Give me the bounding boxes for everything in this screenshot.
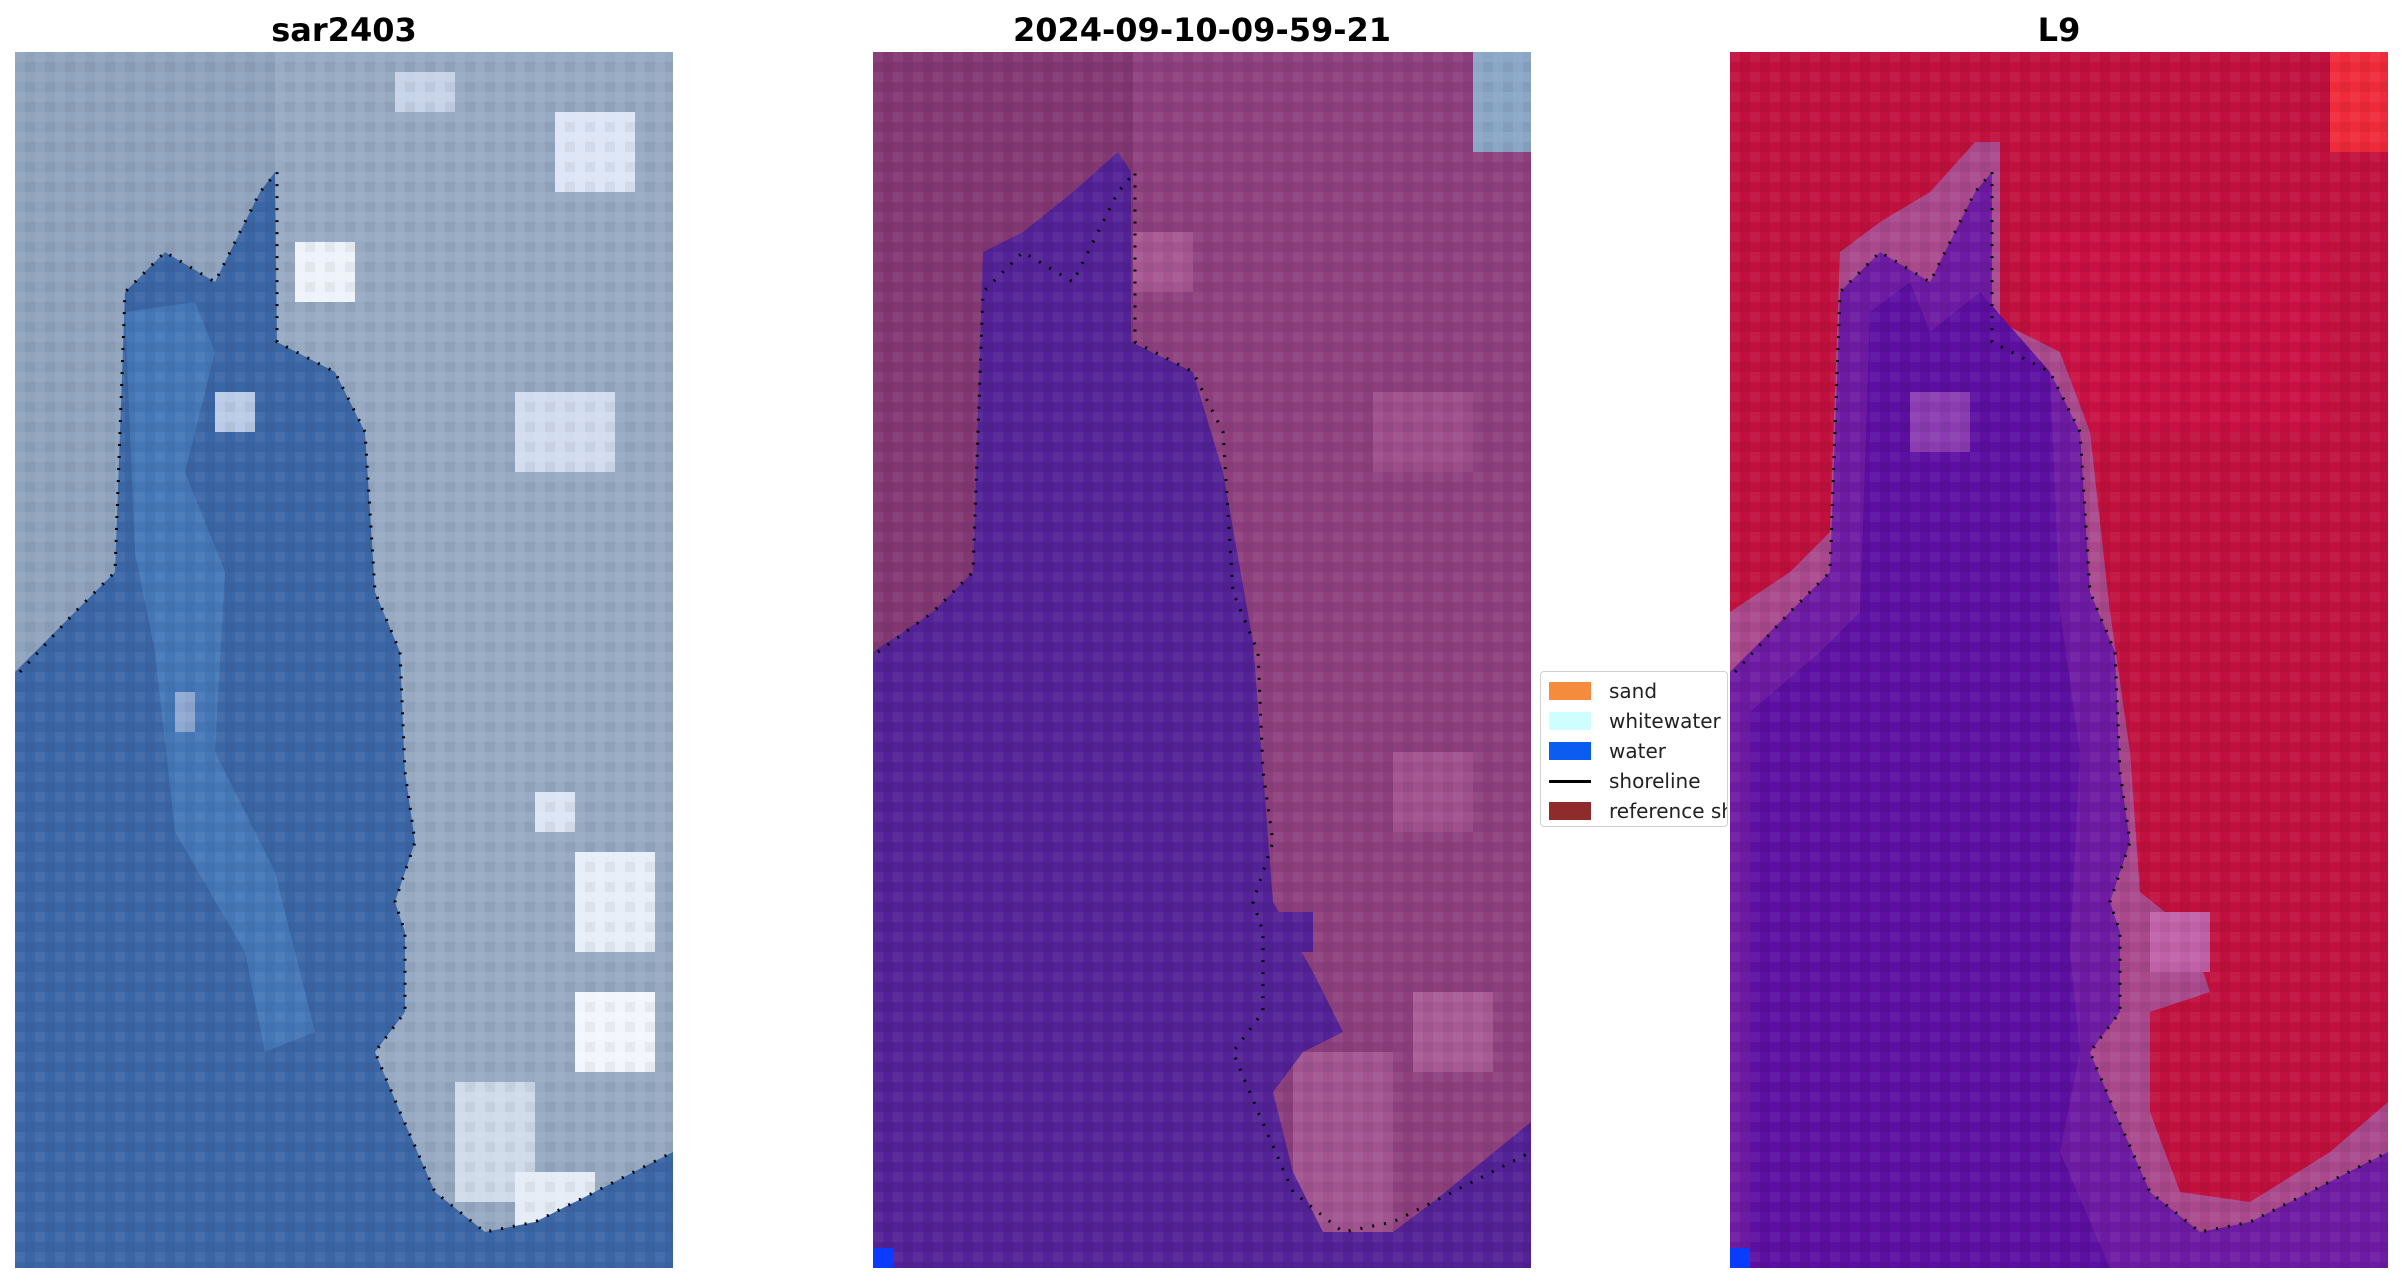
panel-title-classified: 2024-09-10-09-59-21 xyxy=(1012,11,1392,49)
legend-label-shoreline: shoreline xyxy=(1609,769,1701,793)
l9-index-image xyxy=(1730,52,2388,1268)
legend-label-reference-shoreline: reference shoreline xyxy=(1609,799,1727,823)
shoreline-line-swatch xyxy=(1549,779,1591,783)
legend-label-sand: sand xyxy=(1609,679,1658,703)
classified-image xyxy=(873,52,1531,1268)
water-swatch xyxy=(1549,742,1591,760)
whitewater-swatch xyxy=(1549,712,1591,730)
legend-item-whitewater: whitewater xyxy=(1549,708,1721,734)
legend-label-whitewater: whitewater xyxy=(1609,709,1721,733)
sar-rgb-image xyxy=(15,52,673,1268)
legend-item-sand: sand xyxy=(1549,678,1657,704)
panel-title-l9: L9 xyxy=(2037,11,2081,49)
sand-swatch xyxy=(1549,682,1591,700)
reference-shoreline-swatch xyxy=(1549,802,1591,820)
panel-title-sar: sar2403 xyxy=(271,11,417,49)
legend-label-water: water xyxy=(1609,739,1666,763)
legend-item-shoreline: shoreline xyxy=(1549,768,1701,794)
legend: sand whitewater water shoreline referenc… xyxy=(1540,671,1728,827)
legend-item-reference-shoreline: reference shoreline xyxy=(1549,798,1727,824)
legend-item-water: water xyxy=(1549,738,1666,764)
